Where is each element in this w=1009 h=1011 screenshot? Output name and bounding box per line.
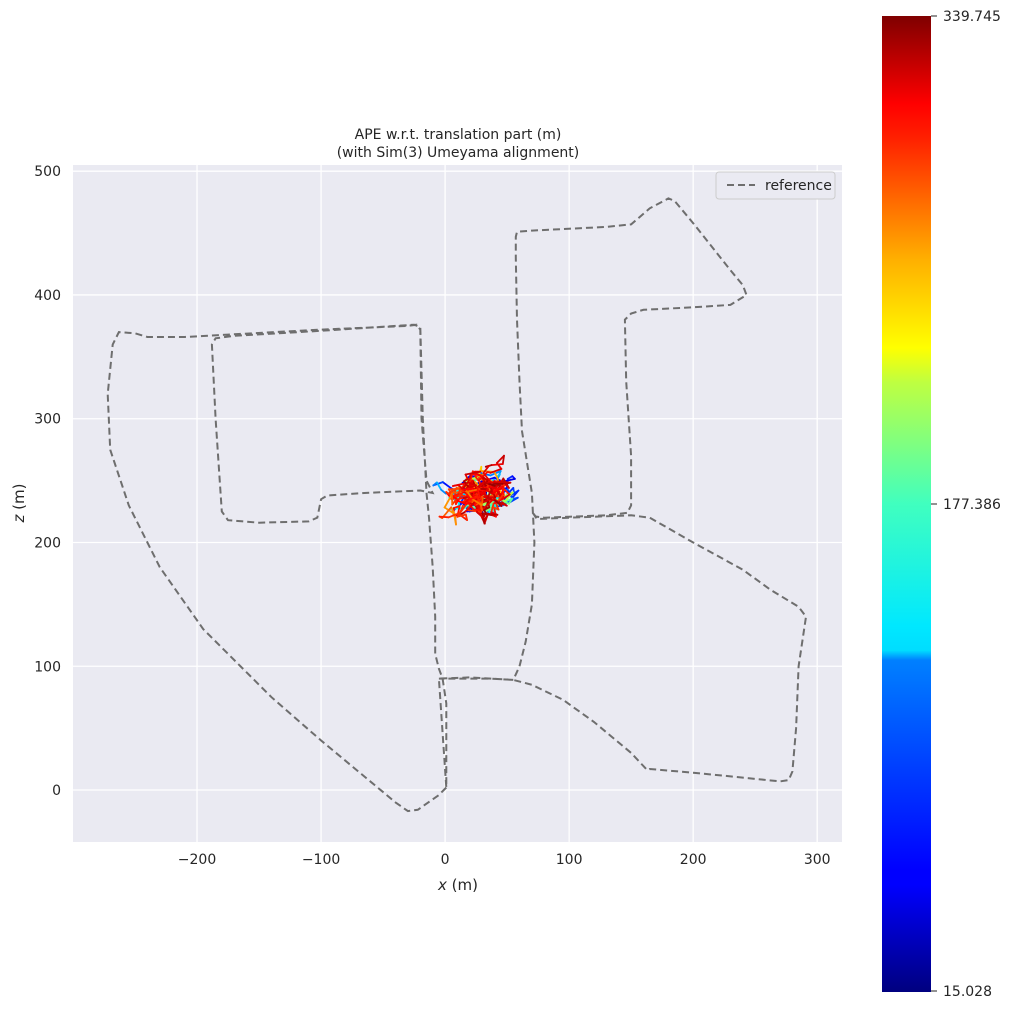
estimate-segment [490, 502, 495, 514]
legend-reference-label: reference [765, 178, 832, 194]
estimate-segment [443, 496, 452, 509]
estimate-segment [457, 505, 461, 514]
y-axis-label: z (m) [10, 484, 28, 524]
estimate-segment [472, 508, 481, 512]
estimate-segment [482, 511, 487, 520]
estimate-segment [465, 509, 483, 513]
y-tick-labels: 0 100 200 300 400 500 [34, 164, 61, 799]
estimate-segment [471, 498, 483, 507]
estimate-segment [441, 481, 452, 489]
colorbar: 339.745 177.386 15.028 [882, 9, 1001, 1000]
estimate-segment [481, 477, 485, 487]
estimate-segment [497, 493, 505, 502]
y-tick-label: 100 [34, 659, 61, 675]
y-tick-label: 400 [34, 288, 61, 304]
estimate-segment [480, 496, 484, 507]
estimate-segment [476, 486, 481, 499]
x-tick-label: 200 [680, 852, 707, 868]
estimate-segment [464, 470, 482, 476]
y-tick-label: 300 [34, 412, 61, 428]
estimate-segment [493, 470, 499, 480]
estimate-segment [501, 454, 505, 465]
grid [73, 165, 842, 842]
estimate-segment [477, 470, 489, 482]
estimate-segment [501, 485, 505, 496]
colorbar-max-label: 339.745 [943, 9, 1001, 25]
colorbar-min-label: 15.028 [943, 984, 992, 1000]
estimate-segment [457, 487, 461, 496]
estimate-segment [470, 496, 481, 500]
estimate-segment [488, 483, 498, 488]
x-tick-label: −100 [302, 852, 340, 868]
estimate-segment [502, 487, 511, 496]
estimate-segment [454, 498, 466, 505]
chart-title-line1: APE w.r.t. translation part (m) [355, 127, 562, 143]
estimate-segment [451, 495, 459, 501]
estimate-segment [490, 485, 498, 491]
estimate-segment [452, 505, 461, 509]
estimate-segment [469, 497, 479, 508]
y-tick-label: 0 [52, 783, 61, 799]
estimate-segment [463, 498, 470, 505]
estimate-segment [503, 491, 514, 503]
estimate-segment [484, 507, 491, 513]
estimate-segment [464, 513, 469, 521]
estimate-segment [435, 481, 443, 491]
estimate-segment [490, 463, 504, 467]
legend: reference [715, 171, 836, 200]
estimate-segment [466, 481, 477, 487]
estimate-segment [492, 484, 506, 492]
estimate-segment [481, 498, 493, 504]
estimate-segment [486, 488, 493, 499]
estimate-segment [450, 506, 455, 514]
estimated-trajectory-cluster [432, 454, 520, 526]
estimate-segment [440, 488, 447, 495]
x-tick-label: 0 [441, 852, 450, 868]
estimate-segment [489, 467, 503, 474]
estimate-segment [461, 481, 469, 491]
estimate-segment [492, 498, 503, 507]
estimate-segment [466, 475, 472, 484]
estimate-segment [482, 465, 490, 474]
estimate-segment [480, 498, 495, 511]
y-tick-label: 200 [34, 535, 61, 551]
estimate-segment [456, 513, 467, 518]
y-tick-label: 500 [34, 164, 61, 180]
colorbar-mid-label: 177.386 [943, 497, 1001, 513]
estimate-segment [463, 505, 472, 514]
x-tick-labels: −200 −100 0 100 200 300 [178, 852, 831, 868]
estimate-segment [495, 454, 505, 464]
colorbar-gradient [882, 16, 931, 992]
estimate-segment [459, 504, 464, 514]
estimate-segment [447, 511, 462, 519]
chart-title-line2: (with Sim(3) Umeyama alignment) [337, 145, 580, 161]
estimate-segment [459, 483, 466, 492]
x-tick-label: −200 [178, 852, 216, 868]
plot-background [73, 165, 842, 842]
x-tick-label: 300 [804, 852, 831, 868]
x-axis-label: x (m) [437, 876, 478, 894]
estimate-segment [475, 496, 484, 503]
estimate-segment [438, 515, 450, 519]
x-tick-label: 100 [556, 852, 583, 868]
